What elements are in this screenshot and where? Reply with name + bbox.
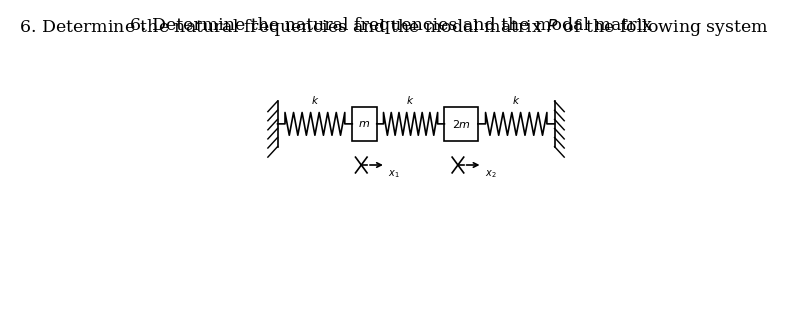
- Text: $x_2$: $x_2$: [485, 168, 497, 180]
- Text: $k$: $k$: [406, 94, 415, 105]
- Text: $m$: $m$: [358, 119, 371, 129]
- Text: $k$: $k$: [512, 94, 520, 105]
- Text: 6. Determine the natural frequencies and the modal matrix: 6. Determine the natural frequencies and…: [130, 17, 657, 34]
- Text: 6. Determine the natural frequencies and the modal matrix $P$ of the following s: 6. Determine the natural frequencies and…: [19, 17, 768, 38]
- Bar: [353, 107, 377, 141]
- Bar: [445, 107, 478, 141]
- Text: $2m$: $2m$: [452, 118, 471, 130]
- Text: $k$: $k$: [311, 94, 319, 105]
- Text: $x_1$: $x_1$: [388, 168, 400, 180]
